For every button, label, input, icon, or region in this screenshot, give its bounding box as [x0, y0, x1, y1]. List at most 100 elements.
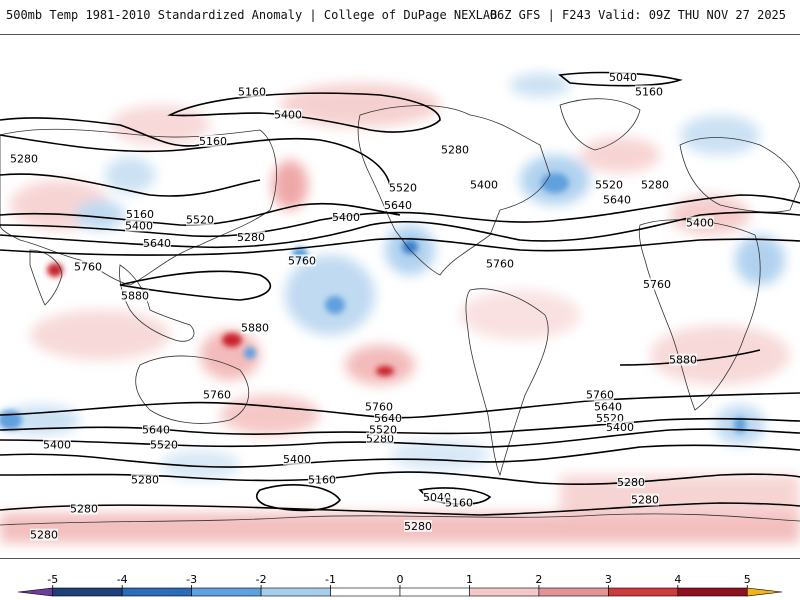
contour-label: 5280	[631, 494, 659, 507]
contour-label-bg	[241, 321, 269, 334]
colorbar-tick-label: 3	[605, 573, 612, 586]
contour-5040-arctic	[558, 71, 683, 87]
contour-5280-north	[0, 117, 201, 147]
contour-label-bg	[445, 496, 473, 509]
contour-label: 5400	[43, 438, 71, 451]
contour-label-bg	[121, 289, 149, 302]
contour-label: 5400	[274, 109, 302, 122]
contour-label: 5280	[641, 179, 669, 192]
colorbar: -5 -4 -3 -2 -1 0 1 2 3 4 5	[0, 568, 800, 600]
contour-label-bg	[142, 423, 170, 436]
contour-label: 5640	[142, 424, 170, 437]
warm-anomaly-region	[280, 83, 440, 127]
contour-5400-sh	[0, 444, 800, 468]
colorbar-tick-label: 2	[535, 573, 542, 586]
header: 500mb Temp 1981-2010 Standardized Anomal…	[0, 0, 800, 34]
warm-anomaly-region	[30, 310, 170, 360]
contour-label: 5640	[374, 412, 402, 425]
map-panel[interactable]: 5160 5400 5160 5280 5160 5400 5640 5520 5280 5400…	[0, 34, 800, 559]
contour-5520-sh	[0, 428, 800, 448]
southeast-asia-outline	[119, 264, 195, 342]
contour-label-bg	[288, 254, 316, 267]
contour-5400-north	[0, 134, 391, 186]
contour-label-bg	[199, 134, 227, 147]
greenland-outline	[559, 98, 641, 151]
contour-label-bg	[603, 193, 631, 206]
contour-label-bg	[606, 420, 634, 433]
warm-anomaly-region	[580, 137, 660, 173]
cool-anomaly-region	[390, 440, 490, 470]
contour-label-bg	[686, 216, 714, 229]
africa-outline	[638, 219, 761, 411]
contour-label-bg	[238, 85, 266, 98]
contour-label: 5760	[288, 255, 316, 268]
colorbar-ticks: -5 -4 -3 -2 -1 0 1 2 3 4 5	[47, 573, 751, 588]
contour-label-bg	[43, 438, 71, 451]
contour-label-bg	[283, 452, 311, 465]
cool-anomaly-region	[160, 450, 240, 480]
contour-label-bg	[186, 213, 214, 226]
contour-labels: 5160540051605280516054005640552052805400…	[10, 70, 714, 542]
contour-label: 5280	[404, 520, 432, 533]
contour-5160-sh	[255, 484, 341, 512]
colorbar-bin	[608, 587, 679, 597]
contour-label-bg	[423, 490, 451, 503]
contour-5520-mid	[0, 194, 800, 238]
contour-label-bg	[131, 473, 159, 486]
colorbar-low-arrow	[17, 587, 54, 597]
cool-anomaly-region	[510, 73, 570, 97]
warm-anomaly-region	[650, 325, 790, 385]
australia-outline	[135, 355, 249, 424]
contour-label: 5040	[609, 71, 637, 84]
south-america-outline	[465, 288, 549, 477]
cool-anomaly-region	[285, 255, 375, 335]
north-america-outline	[357, 105, 551, 276]
map-title: 500mb Temp 1981-2010 Standardized Anomal…	[6, 8, 498, 22]
contour-label-bg	[125, 219, 153, 232]
contour-label-bg	[389, 181, 417, 194]
colorbar-bins	[17, 587, 783, 597]
contour-label-bg	[10, 152, 38, 165]
contour-label-bg	[384, 199, 412, 212]
contour-label: 5160	[635, 85, 663, 98]
contour-label-bg	[441, 143, 469, 156]
contour-label: 5280	[237, 231, 265, 244]
contour-label-bg	[609, 70, 637, 83]
contour-label: 5760	[643, 278, 671, 291]
colorbar-tick-label: -1	[325, 573, 336, 586]
contour-label-bg	[669, 353, 697, 366]
contour-label: 5160	[199, 135, 227, 148]
contour-label: 5520	[389, 182, 417, 195]
contour-label-bg	[70, 502, 98, 515]
contour-label: 5040	[423, 491, 451, 504]
contour-label: 5280	[617, 476, 645, 489]
contour-label: 5520	[595, 179, 623, 192]
contour-label-bg	[30, 528, 58, 541]
colorbar-bin	[52, 587, 123, 597]
contour-label: 5280	[30, 529, 58, 542]
anomaly-map[interactable]: 5160540051605280516054005640552052805400…	[0, 35, 800, 559]
cool-anomaly-region	[75, 200, 125, 230]
contour-label-bg	[617, 476, 645, 489]
contour-label-bg	[641, 178, 669, 191]
contour-label: 5760	[203, 389, 231, 402]
strong-cool-core	[402, 240, 418, 254]
contour-label-bg	[404, 519, 432, 532]
contour-label: 5400	[283, 453, 311, 466]
colorbar-tick-label: 5	[744, 573, 751, 586]
warm-anomaly-region	[220, 395, 320, 435]
contour-5880-nh	[119, 270, 272, 301]
colorbar-bin	[469, 587, 540, 597]
contour-label: 5400	[606, 421, 634, 434]
warm-anomaly-region	[460, 290, 580, 340]
cool-anomaly-region	[105, 157, 155, 193]
contour-label-bg	[594, 400, 622, 413]
colorbar-bin	[538, 587, 609, 597]
contour-label: 5520	[150, 438, 178, 451]
contour-label: 5640	[384, 199, 412, 212]
colorbar-bin	[191, 587, 262, 597]
contour-label: 5400	[686, 217, 714, 230]
contour-label: 5760	[586, 389, 614, 402]
contour-label: 5280	[441, 144, 469, 157]
contour-label-bg	[143, 237, 171, 249]
